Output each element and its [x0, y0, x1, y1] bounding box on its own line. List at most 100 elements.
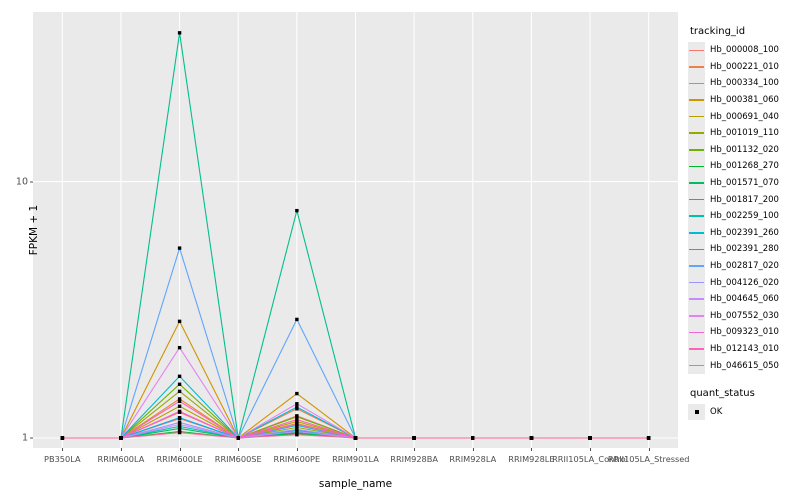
legend-item[interactable]: Hb_001268_270 [688, 158, 800, 175]
data-point [471, 436, 475, 440]
x-tick-mark [238, 448, 240, 451]
x-tick-label: RRIM600LA [97, 454, 145, 464]
legend-item-label: Hb_001268_270 [710, 161, 779, 172]
data-point [295, 391, 299, 396]
legend-color-swatch [688, 158, 705, 175]
legend-items-tracking-id: Hb_000008_100 Hb_000221_010 Hb_000334_100 H… [688, 42, 800, 374]
x-tick-label: RRIM600SE [214, 454, 262, 464]
legend-items-quant-status: OK [688, 403, 800, 421]
legend-item[interactable]: Hb_001132_020 [688, 141, 800, 159]
legend-color-swatch [688, 340, 705, 358]
legend-item[interactable]: Hb_004645_060 [688, 290, 800, 308]
x-tick-mark [472, 448, 474, 451]
data-point [177, 420, 182, 425]
legend-color-swatch [688, 191, 705, 208]
data-point [295, 415, 299, 419]
legend-item-label: Hb_046615_050 [710, 360, 779, 371]
legend-item[interactable]: Hb_000221_010 [688, 58, 800, 76]
legend-item[interactable]: Hb_009323_010 [688, 324, 800, 341]
data-point [177, 424, 182, 429]
legend-color-swatch [688, 357, 705, 374]
x-tick-label: PB350LA [44, 454, 81, 464]
legend-item-label: Hb_000008_100 [710, 45, 779, 56]
x-tick-mark [355, 448, 357, 451]
x-tick-mark [648, 448, 650, 451]
legend-color-swatch [688, 241, 705, 258]
x-tick-label: RRIM600PE [273, 454, 321, 464]
legend-item[interactable]: Hb_002391_260 [688, 224, 800, 242]
data-point [295, 422, 299, 427]
legend-item[interactable]: Hb_001019_110 [688, 124, 800, 142]
legend-item[interactable]: Hb_012143_010 [688, 340, 800, 358]
legend-item-label: Hb_000334_100 [710, 78, 779, 89]
data-point [295, 417, 299, 422]
x-tick-mark [414, 448, 416, 451]
legend-item-label: Hb_002391_280 [710, 244, 779, 255]
data-point [529, 436, 534, 440]
legend-item-label: Hb_002391_260 [710, 227, 779, 238]
legend-item[interactable]: Hb_000691_040 [688, 108, 800, 125]
legend-item-quant-status[interactable]: OK [688, 403, 800, 421]
legend-item[interactable]: Hb_000381_060 [688, 91, 800, 109]
legend-title-tracking-id: tracking_id [690, 26, 746, 37]
legend-item-label: Hb_002817_020 [710, 261, 779, 272]
legend-item-label: Hb_012143_010 [710, 343, 779, 354]
data-point [177, 319, 182, 324]
legend-color-swatch [688, 91, 705, 109]
x-tick-label: RRII105LA_Control [552, 454, 628, 464]
legend-color-swatch [688, 42, 705, 59]
data-point [177, 430, 182, 435]
data-point [295, 405, 299, 409]
legend-color-swatch [688, 124, 705, 142]
legend-item-label: Hb_004126_020 [710, 277, 779, 288]
data-point [295, 402, 299, 406]
data-point [177, 374, 182, 379]
legend-item-label: Hb_000381_060 [710, 95, 779, 106]
legend-item-label: Hb_002259_100 [710, 211, 779, 222]
legend-item-label: Hb_000221_010 [710, 61, 779, 72]
legend-item[interactable]: Hb_000008_100 [688, 42, 800, 59]
data-point [177, 345, 182, 350]
legend-item[interactable]: Hb_001571_070 [688, 174, 800, 192]
legend-item-label: Hb_000691_040 [710, 111, 779, 122]
data-point [177, 31, 182, 35]
legend-item-label: Hb_004645_060 [710, 294, 779, 305]
data-point [295, 407, 299, 411]
x-tick-mark [62, 448, 64, 451]
y-tick-label: 1 [21, 432, 28, 444]
data-point [177, 397, 182, 401]
data-point [177, 426, 182, 431]
legend-item-label: Hb_001817_200 [710, 194, 779, 205]
data-point [588, 436, 592, 440]
legend: tracking_id Hb_000008_100 Hb_000221_010 Hb… [688, 26, 800, 421]
legend-item-label: Hb_001019_110 [710, 128, 779, 139]
legend-item-label: Hb_007552_030 [710, 310, 779, 321]
x-axis-title: sample_name [318, 478, 393, 490]
data-point [295, 427, 299, 432]
x-tick-label: RRIM600LE [156, 454, 203, 464]
data-point [353, 436, 358, 440]
legend-item[interactable]: Hb_001817_200 [688, 191, 800, 208]
y-axis-title: FPKM + 1 [28, 204, 41, 256]
legend-item[interactable]: Hb_004126_020 [688, 274, 800, 291]
x-tick-label: RRIM901LA [332, 454, 379, 464]
legend-color-swatch [688, 307, 705, 325]
legend-color-swatch [688, 75, 705, 92]
data-point [412, 436, 416, 440]
data-point [295, 425, 299, 430]
data-point [295, 419, 299, 424]
legend-point-swatch [688, 403, 705, 421]
legend-item[interactable]: Hb_002259_100 [688, 207, 800, 225]
legend-item[interactable]: Hb_002391_280 [688, 241, 800, 258]
legend-item[interactable]: Hb_000334_100 [688, 75, 800, 92]
legend-item[interactable]: Hb_046615_050 [688, 357, 800, 374]
data-point [177, 389, 182, 394]
legend-color-swatch [688, 224, 705, 242]
legend-item[interactable]: Hb_002817_020 [688, 257, 800, 275]
data-point [177, 415, 182, 420]
data-point [295, 317, 299, 322]
legend-item[interactable]: Hb_007552_030 [688, 307, 800, 325]
legend-color-swatch [688, 58, 705, 76]
legend-color-swatch [688, 174, 705, 192]
